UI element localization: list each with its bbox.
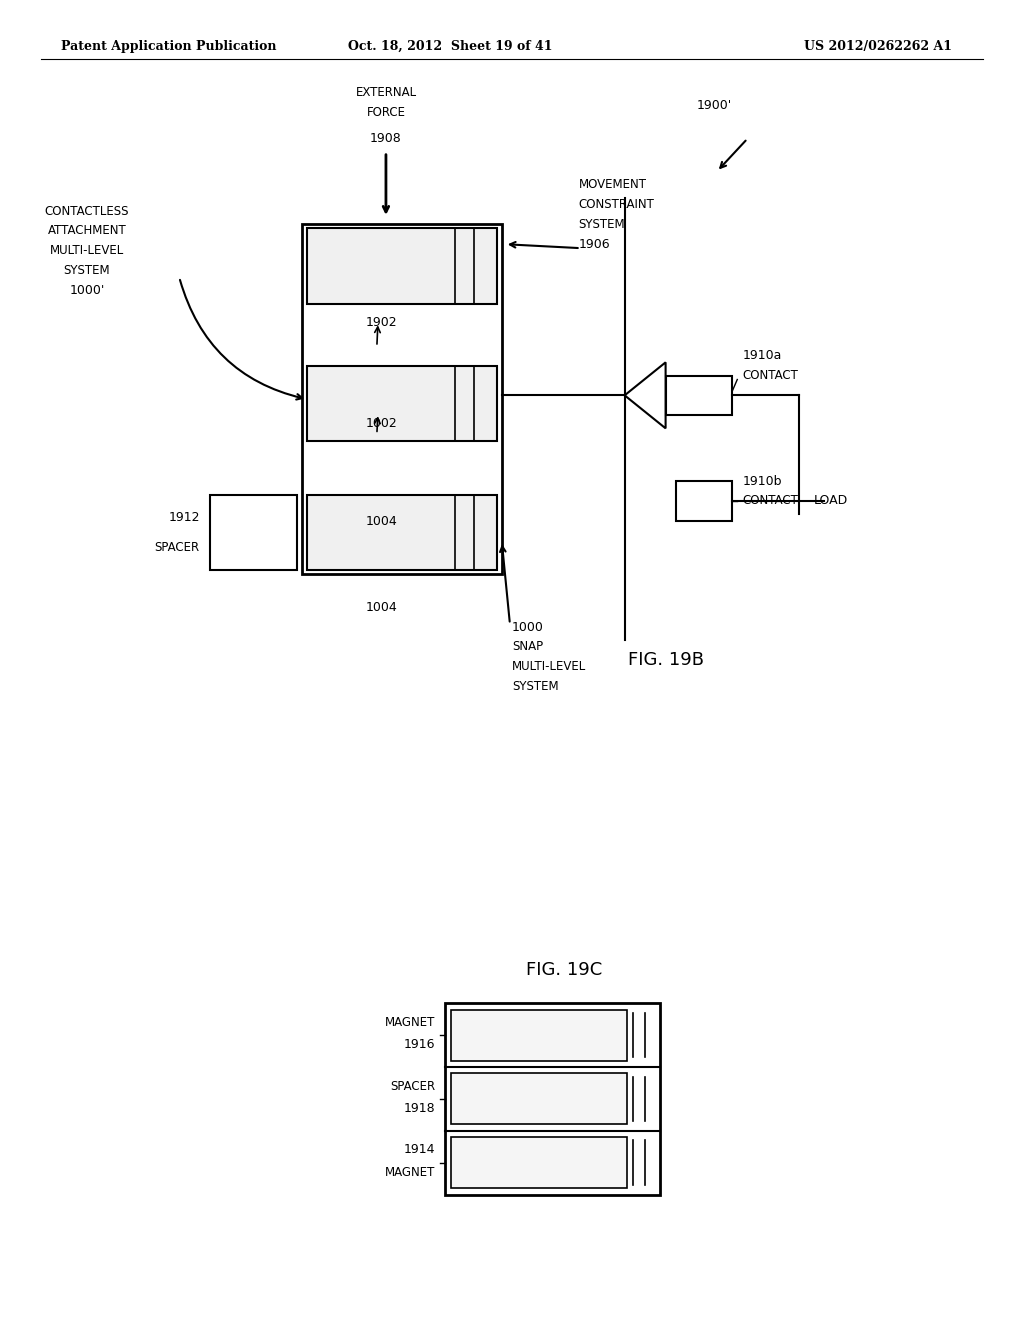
Text: 1000': 1000' <box>70 284 104 297</box>
Text: 1916: 1916 <box>403 1038 435 1051</box>
Text: FIG. 19C: FIG. 19C <box>525 961 602 979</box>
Text: 1004: 1004 <box>366 515 398 528</box>
Text: CONSTRAINT: CONSTRAINT <box>579 198 654 211</box>
Text: 1900': 1900' <box>696 99 731 112</box>
Text: 1914: 1914 <box>403 1143 435 1156</box>
Text: 1000: 1000 <box>512 620 544 634</box>
Text: 1908: 1908 <box>370 132 401 145</box>
Text: 1910b: 1910b <box>742 475 782 487</box>
Text: MAGNET: MAGNET <box>385 1166 435 1179</box>
Text: FIG. 19B: FIG. 19B <box>628 651 703 669</box>
Bar <box>307 495 497 570</box>
Text: 1004: 1004 <box>366 601 398 614</box>
Text: MOVEMENT: MOVEMENT <box>579 178 646 191</box>
Text: Oct. 18, 2012  Sheet 19 of 41: Oct. 18, 2012 Sheet 19 of 41 <box>348 40 553 53</box>
Text: 1918: 1918 <box>403 1102 435 1115</box>
Text: 1910a: 1910a <box>742 350 781 362</box>
Text: Patent Application Publication: Patent Application Publication <box>61 40 276 53</box>
Text: SYSTEM: SYSTEM <box>512 680 559 693</box>
Bar <box>451 1073 627 1125</box>
Text: SYSTEM: SYSTEM <box>579 218 626 231</box>
Text: EXTERNAL: EXTERNAL <box>355 86 417 99</box>
Text: 1912: 1912 <box>168 511 200 524</box>
Bar <box>666 375 732 414</box>
Text: 1906: 1906 <box>579 238 610 251</box>
Text: 1002: 1002 <box>366 417 398 430</box>
Text: CONTACTLESS: CONTACTLESS <box>45 205 129 218</box>
Text: CONTACT: CONTACT <box>742 495 799 507</box>
Bar <box>307 228 497 304</box>
Text: MAGNET: MAGNET <box>385 1016 435 1028</box>
Bar <box>302 224 502 574</box>
Bar <box>210 495 297 570</box>
Text: MULTI-LEVEL: MULTI-LEVEL <box>512 660 587 673</box>
Bar <box>451 1137 627 1188</box>
Text: SPACER: SPACER <box>390 1080 435 1093</box>
Bar <box>676 480 732 520</box>
Text: LOAD: LOAD <box>814 495 848 507</box>
Text: 1902: 1902 <box>367 315 397 329</box>
Bar <box>451 1010 627 1061</box>
Text: ATTACHMENT: ATTACHMENT <box>48 224 126 238</box>
Bar <box>307 366 497 441</box>
Text: CONTACT: CONTACT <box>742 370 799 381</box>
Text: SYSTEM: SYSTEM <box>63 264 111 277</box>
Text: FORCE: FORCE <box>367 106 406 119</box>
Text: SNAP: SNAP <box>512 640 543 653</box>
Text: US 2012/0262262 A1: US 2012/0262262 A1 <box>804 40 952 53</box>
Bar <box>445 1003 660 1195</box>
Text: MULTI-LEVEL: MULTI-LEVEL <box>50 244 124 257</box>
Text: SPACER: SPACER <box>155 541 200 554</box>
